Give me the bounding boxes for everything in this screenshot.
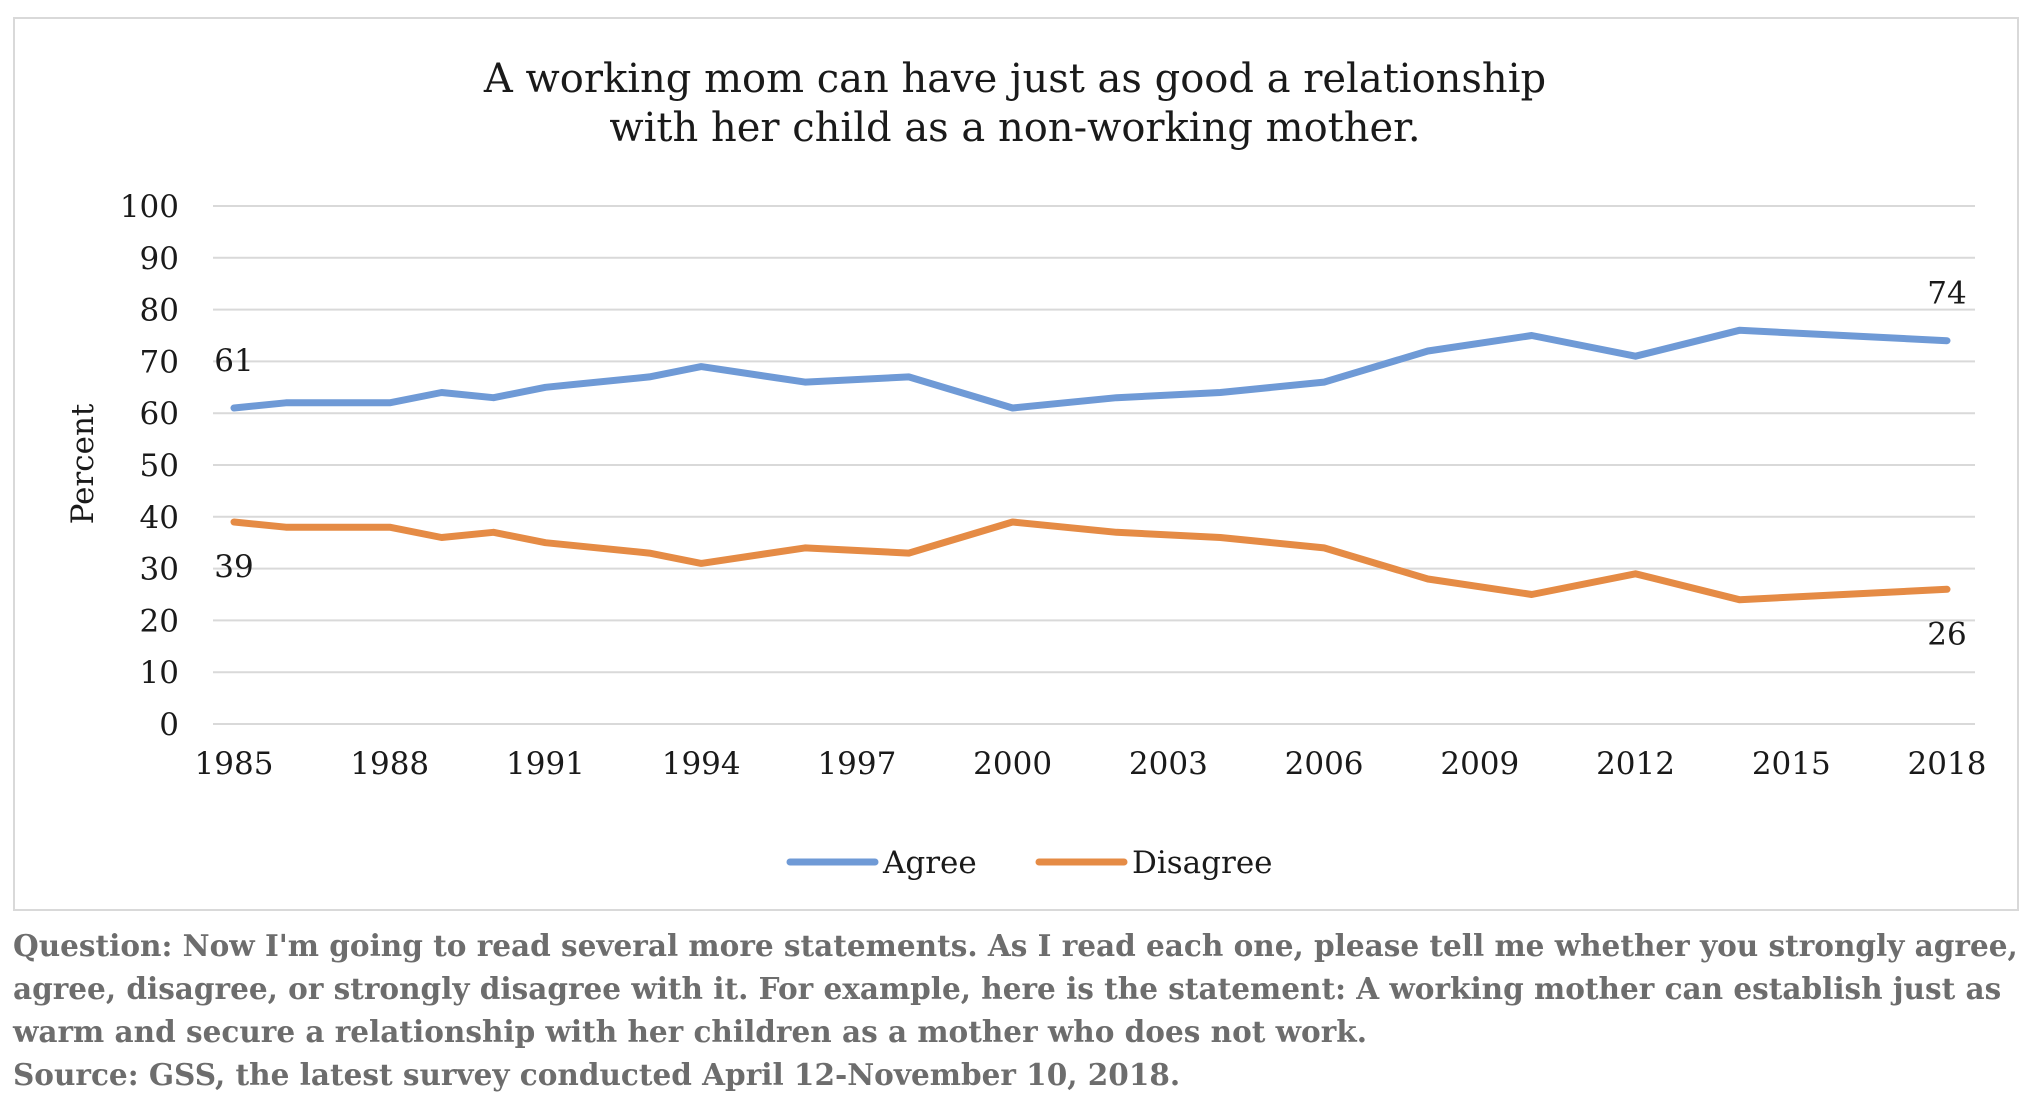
x-tick-label: 1994 — [662, 746, 741, 782]
series-line-disagree — [230, 518, 1951, 604]
x-tick-label: 2000 — [973, 746, 1052, 782]
y-tick-label: 20 — [140, 603, 179, 639]
legend-label-agree: Agree — [882, 845, 977, 881]
question-line-1: Question: Now I'm going to read several … — [13, 928, 2018, 963]
x-axis-ticks: 1985 1988 1991 1994 1997 2000 2003 2006 2009 2012… — [195, 746, 1987, 782]
chart-frame: A working mom can have just as good a re… — [13, 17, 2019, 911]
y-tick-label: 90 — [140, 241, 179, 277]
gridlines — [213, 205, 1975, 725]
data-label-agree: 74 — [1927, 276, 1966, 312]
series-line-agree — [230, 326, 1951, 412]
y-tick-label: 80 — [140, 293, 179, 329]
x-tick-label: 1988 — [350, 746, 429, 782]
y-tick-label: 70 — [140, 344, 179, 380]
x-tick-label: 2009 — [1440, 746, 1519, 782]
chart-title-line-2: with her child as a non-working mother. — [609, 105, 1420, 151]
series-lines — [230, 326, 1951, 604]
data-label-agree: 61 — [214, 343, 253, 379]
x-tick-label: 1991 — [506, 746, 585, 782]
legend: Agree Disagree — [786, 845, 1273, 881]
y-tick-label: 0 — [159, 707, 179, 743]
data-label-disagree: 39 — [214, 549, 253, 585]
x-tick-label: 1997 — [817, 746, 896, 782]
line-chart: A working mom can have just as good a re… — [65, 56, 1987, 881]
y-tick-label: 10 — [140, 655, 179, 691]
question-line-3: warm and secure a relationship with her … — [13, 1014, 1367, 1049]
data-label-disagree: 26 — [1927, 616, 1966, 652]
y-tick-label: 50 — [140, 448, 179, 484]
x-tick-label: 2006 — [1285, 746, 1364, 782]
x-tick-label: 1985 — [195, 746, 274, 782]
y-tick-label: 30 — [140, 552, 179, 588]
x-tick-label: 2018 — [1908, 746, 1987, 782]
x-tick-label: 2015 — [1752, 746, 1831, 782]
source-line: Source: GSS, the latest survey conducted… — [13, 1057, 1181, 1092]
y-axis-ticks: 0 10 20 30 40 50 60 70 80 90 100 — [120, 189, 179, 743]
y-tick-label: 60 — [140, 396, 179, 432]
chart-title-line-1: A working mom can have just as good a re… — [483, 56, 1546, 102]
y-tick-label: 40 — [140, 500, 179, 536]
question-line-2: agree, disagree, or strongly disagree wi… — [13, 971, 2002, 1006]
x-tick-label: 2012 — [1596, 746, 1675, 782]
y-tick-label: 100 — [120, 189, 179, 225]
legend-label-disagree: Disagree — [1132, 845, 1273, 881]
x-tick-label: 2003 — [1129, 746, 1208, 782]
chart-notes: Question: Now I'm going to read several … — [13, 924, 2018, 1096]
data-labels: 61 74 39 26 — [214, 276, 1966, 653]
y-axis-label: Percent — [65, 403, 101, 524]
